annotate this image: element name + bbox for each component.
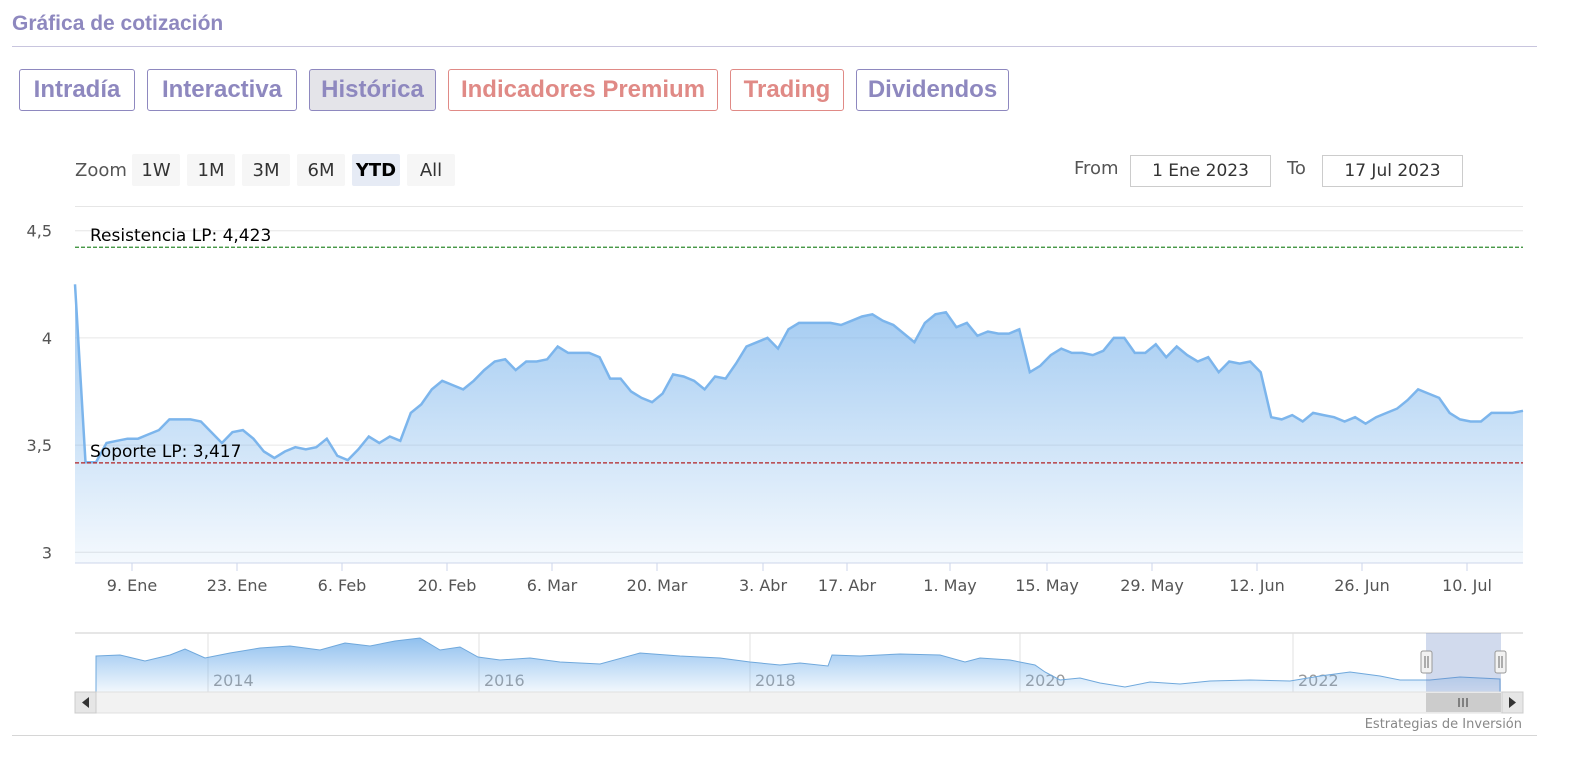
price-area — [75, 284, 1523, 563]
tab-indicadores-premium[interactable]: Indicadores Premium — [448, 69, 718, 111]
navigator[interactable]: 20142016201820202022 — [75, 632, 1523, 693]
tab-trading[interactable]: Trading — [730, 69, 844, 111]
x-tick-label: 9. Ene — [107, 576, 157, 595]
tab-dividendos[interactable]: Dividendos — [856, 69, 1009, 111]
x-tick-label: 20. Mar — [627, 576, 688, 595]
tab-historica[interactable]: Histórica — [309, 69, 436, 111]
annotation-label: Resistencia LP: 4,423 — [90, 226, 271, 246]
zoom-label: Zoom — [75, 160, 127, 181]
zoom-1m-button[interactable]: 1M — [187, 154, 235, 186]
x-tick-label: 15. May — [1015, 576, 1079, 595]
scrollbar[interactable] — [74, 691, 1524, 714]
y-tick-label: 4 — [42, 329, 52, 348]
x-tick-label: 6. Feb — [318, 576, 367, 595]
credits: Estrategias de Inversión — [1365, 717, 1522, 732]
x-axis-labels: 9. Ene 23. Ene 6. Feb 20. Feb 6. Mar 20. Mar 3… — [107, 563, 1492, 595]
to-date-input[interactable] — [1322, 155, 1463, 187]
x-tick-label: 26. Jun — [1334, 576, 1390, 595]
title-divider — [12, 46, 1537, 47]
x-tick-label: 29. May — [1120, 576, 1184, 595]
x-tick-label: 6. Mar — [527, 576, 578, 595]
x-tick-label: 10. Jul — [1442, 576, 1492, 595]
y-tick-label: 3 — [42, 543, 52, 562]
scroll-right-arrow-icon — [1509, 697, 1516, 708]
navigator-right-handle[interactable] — [1494, 650, 1507, 674]
x-tick-label: 23. Ene — [207, 576, 268, 595]
price-line — [73, 284, 1524, 464]
navigator-series — [95, 637, 1501, 693]
x-tick-label: 20. Feb — [418, 576, 477, 595]
tab-interactiva[interactable]: Interactiva — [147, 69, 297, 111]
selector-divider — [75, 206, 1523, 207]
zoom-3m-button[interactable]: 3M — [242, 154, 290, 186]
x-tick-label: 12. Jun — [1229, 576, 1285, 595]
x-tick-label: 17. Abr — [818, 576, 877, 595]
bottom-divider — [12, 735, 1537, 736]
y-tick-label: 4,5 — [27, 222, 52, 241]
tab-intradia[interactable]: Intradía — [19, 69, 135, 111]
page-title: Gráfica de cotización — [12, 12, 224, 35]
x-tick-label: 3. Abr — [739, 576, 787, 595]
to-label: To — [1287, 158, 1306, 179]
annotations: Resistencia LP: 4,423 Soporte LP: 3,417 — [75, 226, 1523, 464]
annotation-label: Soporte LP: 3,417 — [90, 442, 241, 462]
zoom-all-button[interactable]: All — [407, 154, 455, 186]
x-tick-label: 1. May — [923, 576, 976, 595]
from-date-input[interactable] — [1130, 155, 1271, 187]
zoom-ytd-button[interactable]: YTD — [352, 154, 400, 186]
navigator-selected-range — [1426, 633, 1501, 692]
from-label: From — [1074, 158, 1119, 179]
y-tick-label: 3,5 — [27, 436, 52, 455]
navigator-left-handle[interactable] — [1420, 650, 1433, 674]
zoom-1w-button[interactable]: 1W — [132, 154, 180, 186]
scroll-left-arrow-icon — [82, 697, 89, 708]
y-axis-labels: 3 3,5 4 4,5 — [27, 222, 52, 563]
zoom-6m-button[interactable]: 6M — [297, 154, 345, 186]
